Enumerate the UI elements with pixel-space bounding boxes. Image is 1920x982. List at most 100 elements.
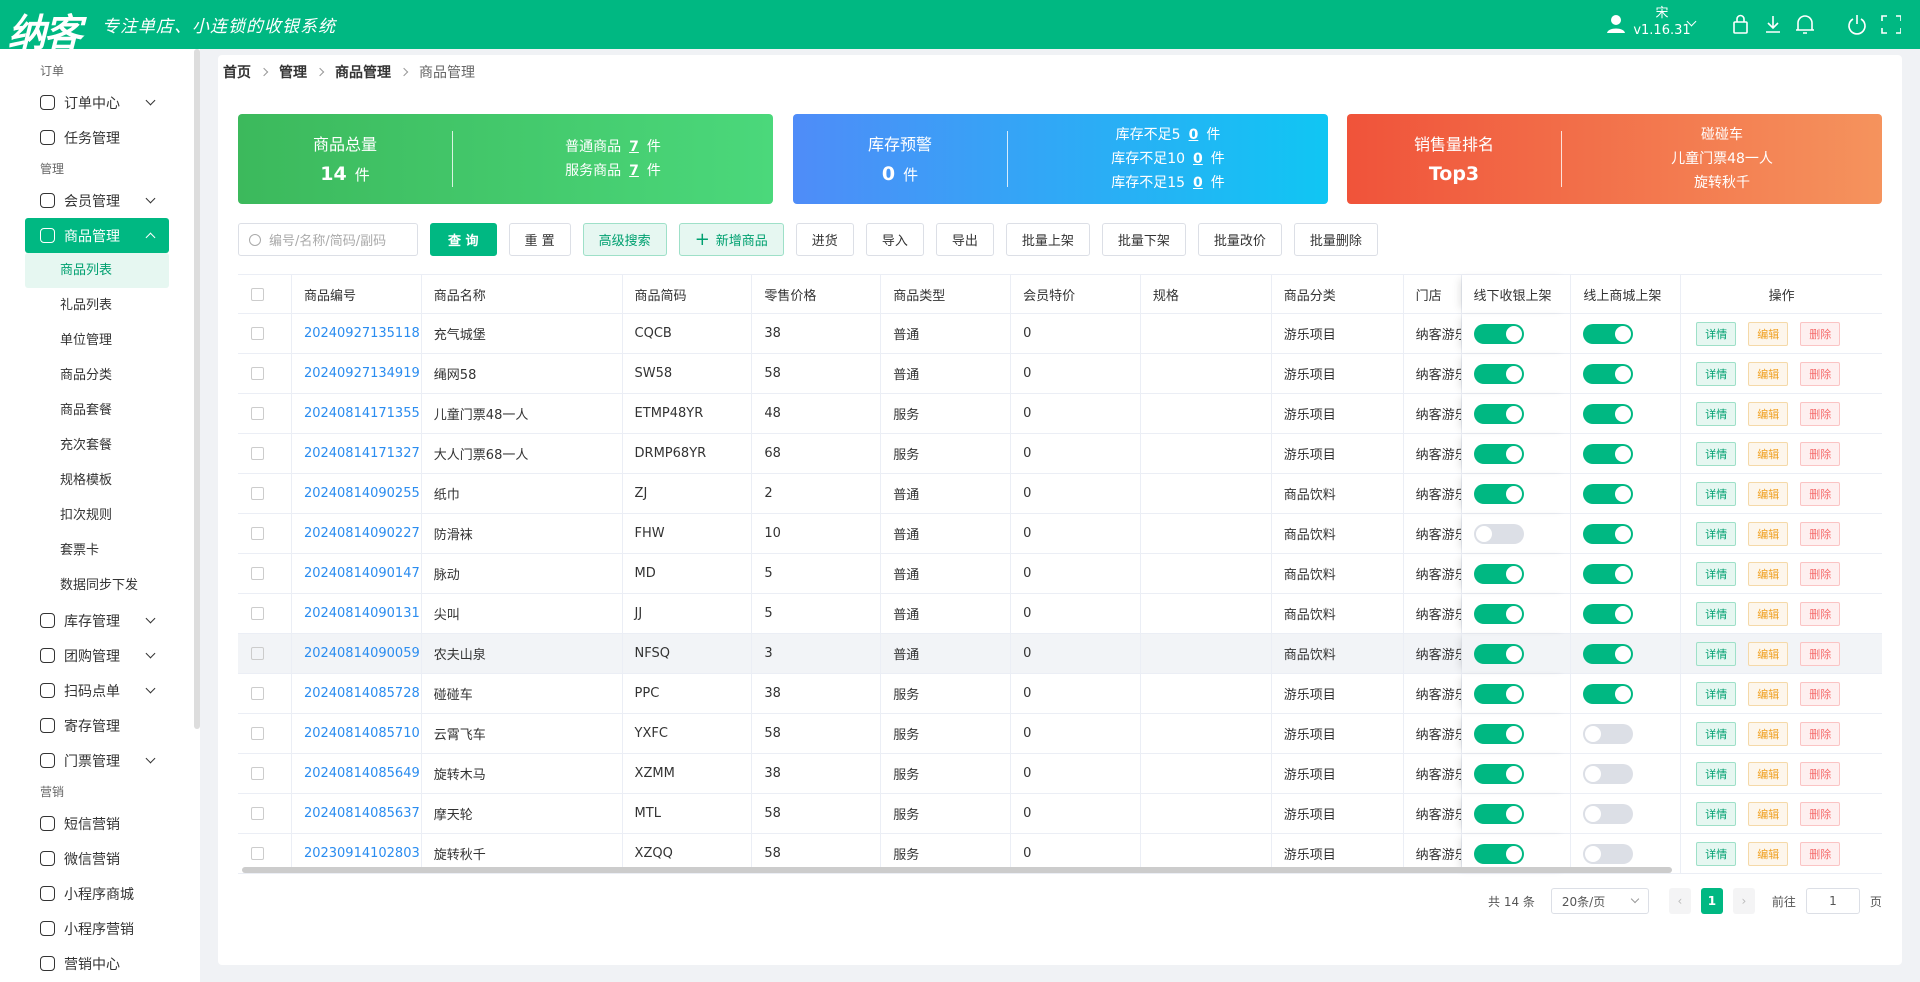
stat-line-value[interactable]: 7 [629,163,639,179]
submenu-item[interactable]: 商品列表 [25,253,169,288]
action-button[interactable]: 编辑 [1748,801,1789,826]
action-button[interactable]: 详情 [1696,561,1737,586]
submenu-item[interactable]: 扣次规则 [60,508,113,523]
toggle-online[interactable] [1583,803,1634,824]
id[interactable]: 20240814090131 [303,606,420,621]
checkbox[interactable] [251,367,264,380]
action-button[interactable]: 删除 [1800,601,1841,626]
action-button[interactable]: 详情 [1696,801,1737,826]
menu-item[interactable]: 门票管理 [0,743,169,778]
menu-item[interactable]: 小程序营销 [0,911,169,946]
checkbox[interactable] [251,327,264,340]
crumb[interactable]: 首页 [223,65,251,81]
submenu-item[interactable]: 充次套餐 [60,438,113,453]
id[interactable]: 20240814171327 [303,446,420,461]
action-button[interactable]: 详情 [1696,761,1737,786]
submenu-item[interactable]: 礼品列表 [60,298,113,313]
submenu-item[interactable]: 数据同步下发 [60,578,139,593]
submenu-item[interactable]: 单位管理 [60,333,113,348]
toolbar-button[interactable]: 重 置 [508,223,571,256]
toggle-offline[interactable] [1473,723,1524,744]
submenu-item[interactable]: 套票卡 [60,543,100,558]
checkbox[interactable] [251,287,264,301]
id[interactable]: 20240814085637 [303,806,420,821]
toolbar-button[interactable]: 查 询 [430,223,497,256]
toolbar-button[interactable]: 导出 [935,223,994,256]
toggle-online[interactable] [1583,323,1634,344]
action-button[interactable]: 详情 [1696,721,1737,746]
id[interactable]: 20240814090147 [303,566,420,581]
goto-input[interactable]: 1 [1805,888,1860,914]
toggle-online[interactable] [1583,403,1634,424]
checkbox[interactable] [251,447,264,460]
checkbox[interactable] [251,807,264,820]
menu-item[interactable]: 会员管理 [0,183,169,218]
toggle-online[interactable] [1583,483,1634,504]
submenu-item[interactable]: 规格模板 [60,473,113,488]
action-button[interactable]: 编辑 [1748,321,1789,346]
id[interactable]: 20240927135118 [303,326,420,341]
action-button[interactable]: 编辑 [1748,841,1789,866]
action-button[interactable]: 详情 [1696,321,1737,346]
action-button[interactable]: 详情 [1696,481,1737,506]
action-button[interactable]: 详情 [1696,681,1737,706]
toggle-offline[interactable] [1473,563,1524,584]
checkbox[interactable] [251,607,264,620]
current-page[interactable]: 1 [1700,888,1723,914]
action-button[interactable]: 删除 [1800,561,1841,586]
checkbox[interactable] [251,767,264,780]
checkbox[interactable] [251,687,264,700]
toggle-offline[interactable] [1473,803,1524,824]
action-button[interactable]: 删除 [1800,321,1841,346]
id[interactable]: 20230914102803 [303,846,420,861]
submenu-item[interactable]: 商品分类 [60,368,113,383]
stat-line-value[interactable]: 0 [1193,175,1203,191]
checkbox[interactable] [251,567,264,580]
toggle-online[interactable] [1583,763,1634,784]
id[interactable]: 20240814090059 [303,646,420,661]
toolbar-button[interactable]: 批量改价 [1197,223,1282,256]
action-button[interactable]: 编辑 [1748,401,1789,426]
action-button[interactable]: 编辑 [1748,681,1789,706]
action-button[interactable]: 删除 [1800,401,1841,426]
menu-item[interactable]: 订单中心 [0,85,169,120]
action-button[interactable]: 编辑 [1748,561,1789,586]
toggle-offline[interactable] [1473,843,1524,864]
prev-page[interactable]: ‹ [1668,888,1691,914]
toggle-online[interactable] [1583,843,1634,864]
toggle-online[interactable] [1583,683,1634,704]
id[interactable]: 20240814085728 [303,686,420,701]
checkbox[interactable] [251,727,264,740]
menu-item[interactable]: 营销中心 [0,946,169,981]
stat-line-value[interactable]: 7 [629,139,639,155]
user-info[interactable]: 宋 v1.16.31 [1632,5,1692,39]
menu-item[interactable]: 任务管理 [0,120,169,155]
action-button[interactable]: 编辑 [1748,521,1789,546]
download-icon[interactable] [1766,16,1780,33]
scrollbar[interactable] [194,49,200,729]
id[interactable]: 20240814090227 [303,526,420,541]
toggle-offline[interactable] [1473,603,1524,624]
stat-line-value[interactable]: 0 [1193,151,1203,167]
toggle-offline[interactable] [1473,363,1524,384]
action-button[interactable]: 删除 [1800,361,1841,386]
id[interactable]: 20240814171355 [303,406,420,421]
action-button[interactable]: 详情 [1696,441,1737,466]
action-button[interactable]: 详情 [1696,521,1737,546]
checkbox[interactable] [251,527,264,540]
id[interactable]: 20240927134919 [303,366,420,381]
action-button[interactable]: 删除 [1800,801,1841,826]
toggle-online[interactable] [1583,603,1634,624]
toggle-offline[interactable] [1473,443,1524,464]
lock-icon[interactable] [1733,14,1748,34]
toolbar-button[interactable]: 高级搜索 [582,223,667,256]
crumb[interactable]: 管理 [279,65,307,81]
toggle-online[interactable] [1583,523,1634,544]
toggle-offline[interactable] [1473,523,1524,544]
action-button[interactable]: 删除 [1800,681,1841,706]
action-button[interactable]: 删除 [1800,641,1841,666]
search-input[interactable]: 编号/名称/简码/副码 [238,223,418,256]
toolbar-button[interactable]: 进货 [795,223,854,256]
action-button[interactable]: 删除 [1800,721,1841,746]
action-button[interactable]: 详情 [1696,641,1737,666]
